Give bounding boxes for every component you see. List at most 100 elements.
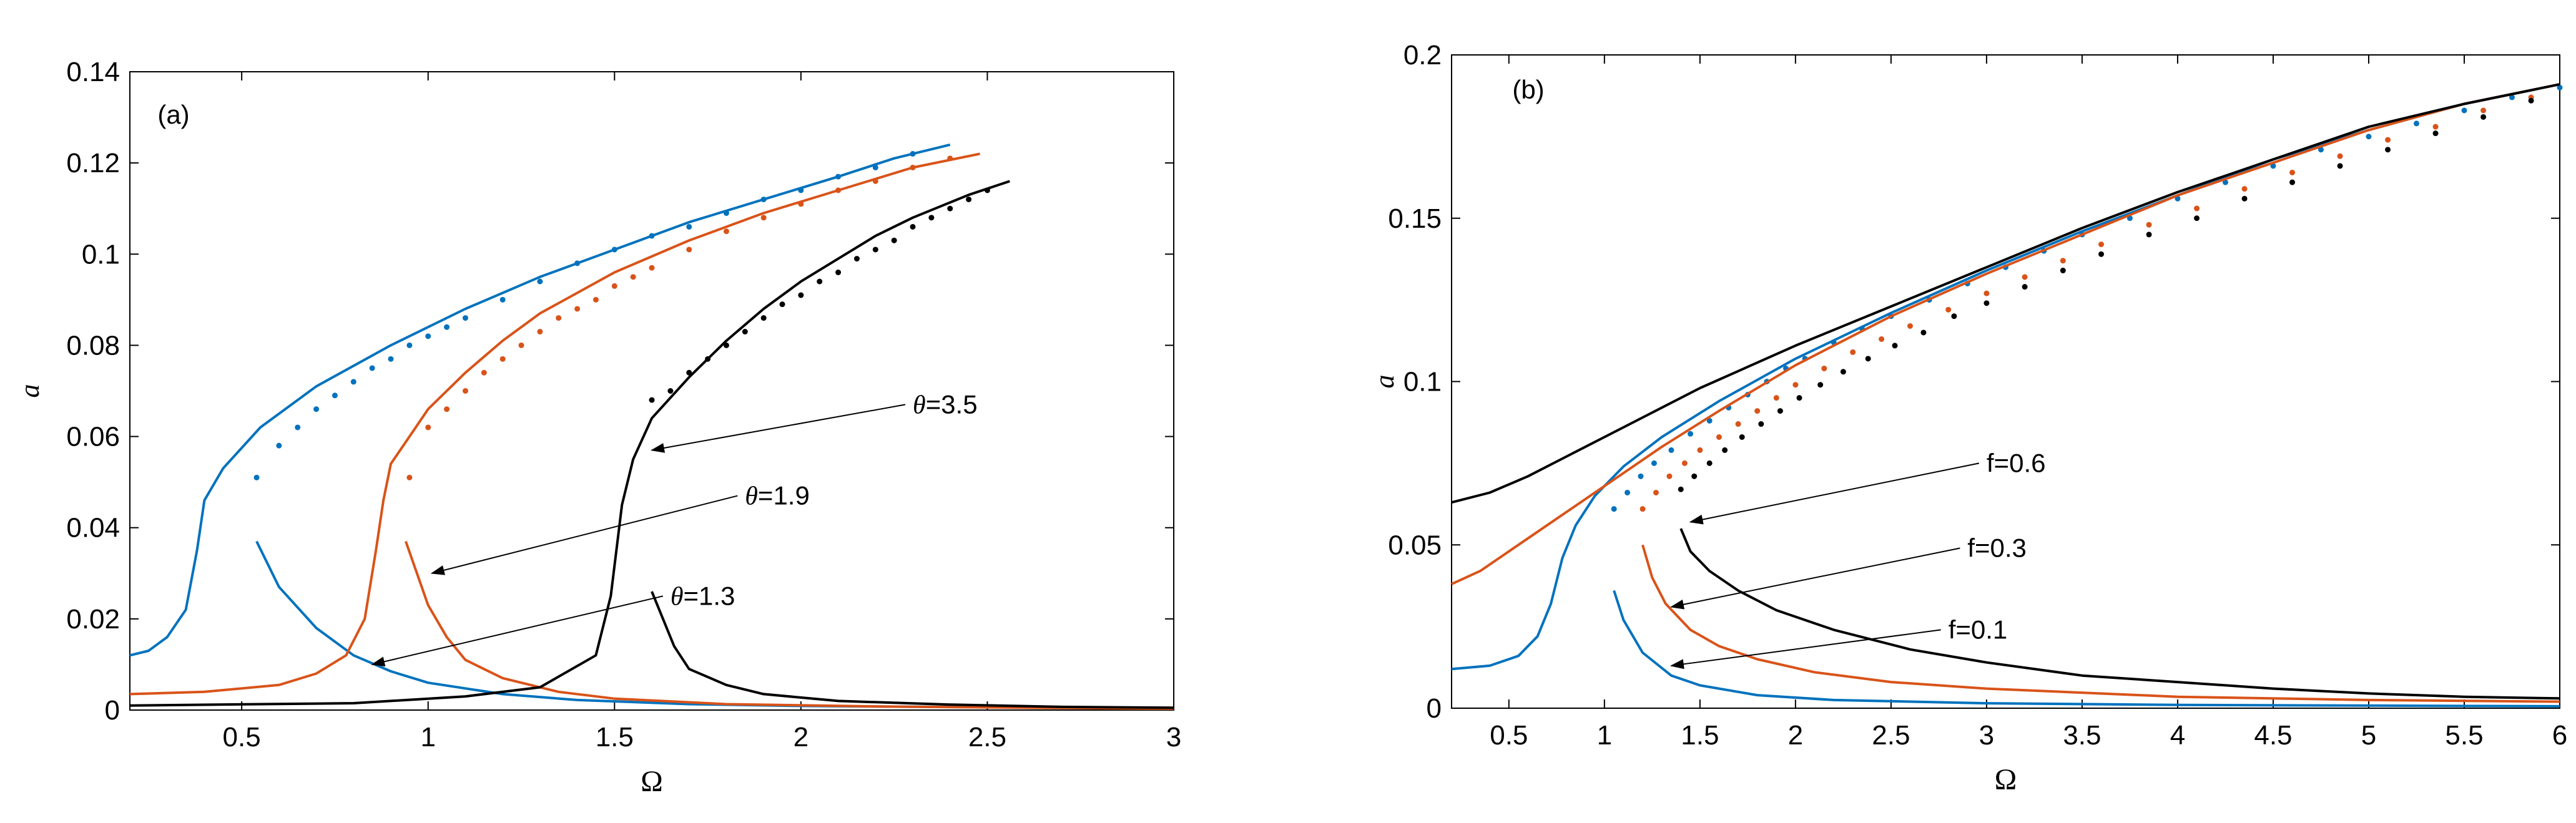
series-dot: [406, 474, 413, 480]
series-dot: [649, 265, 655, 271]
series-dot: [1865, 356, 1871, 362]
series-dot: [462, 315, 468, 321]
series-dot: [1651, 460, 1657, 466]
series-dot: [1951, 313, 1957, 319]
series-dot: [835, 173, 842, 180]
series-line-upper: [129, 143, 951, 657]
series-dot: [835, 270, 842, 276]
y-axis-label: a: [14, 384, 45, 398]
series-dot: [2060, 258, 2066, 264]
series-line-lower: [651, 591, 1174, 709]
series-dot: [2270, 163, 2276, 169]
series-dot: [574, 260, 581, 266]
x-tick-label: 6: [2552, 720, 2567, 751]
series-dot: [1840, 369, 1846, 375]
y-tick-label: 0.06: [66, 422, 120, 452]
series-dot: [2480, 114, 2487, 120]
series-dot: [1653, 489, 1659, 495]
series-dot: [966, 197, 972, 203]
x-tick-label: 4.5: [2254, 720, 2292, 751]
panel-tag: (b): [1512, 75, 1544, 104]
series-line-upper: [1451, 83, 2560, 504]
x-tick-label: 2.5: [968, 722, 1006, 752]
series-dot: [2241, 195, 2248, 202]
series-dot: [1611, 506, 1617, 512]
series-dot: [2557, 84, 2563, 90]
series-dot: [2337, 153, 2343, 159]
series-dot: [723, 228, 729, 235]
x-axis-label: Ω: [641, 765, 663, 798]
series-dot: [611, 283, 617, 289]
series-dot: [798, 292, 804, 298]
series-line-lower: [1679, 528, 2560, 700]
series-dot: [2528, 97, 2534, 104]
series-dot: [686, 369, 692, 376]
series-dot: [425, 424, 431, 431]
series-dot: [2022, 274, 2028, 280]
series-dot: [2146, 222, 2152, 228]
plot-frame: [1451, 54, 2560, 709]
series-dot: [499, 296, 506, 303]
series-dot: [1688, 431, 1694, 437]
series-dot: [2337, 163, 2343, 169]
series-dot: [1639, 506, 1646, 512]
series-dot: [630, 274, 636, 280]
series-line-upper: [1451, 83, 2560, 585]
y-tick-label: 0.08: [66, 330, 120, 361]
series-dot: [2509, 94, 2515, 100]
series-line-upper: [129, 152, 980, 696]
series-dot: [2318, 147, 2324, 153]
series-dot: [537, 329, 543, 335]
series-dot: [2432, 124, 2439, 130]
y-tick-label: 0.05: [1388, 530, 1442, 560]
series-dot: [2385, 147, 2391, 153]
y-tick-label: 0.2: [1404, 40, 1442, 71]
series-dot: [444, 406, 450, 412]
series-dot: [2461, 107, 2467, 114]
series-dot: [1697, 447, 1703, 453]
series-line-lower: [405, 540, 1174, 710]
series-dot: [947, 205, 953, 212]
annotation-label: θ=1.9: [745, 481, 810, 511]
y-tick-label: 0.1: [82, 239, 120, 270]
x-tick-label: 2.5: [1872, 720, 1910, 751]
series-dot: [2480, 107, 2487, 114]
series-dot: [1668, 447, 1674, 453]
series-dot: [1879, 336, 1885, 342]
series-dot: [760, 215, 767, 221]
series-dot: [481, 369, 487, 376]
series-dot: [2366, 134, 2372, 140]
series-dot: [1716, 434, 1722, 440]
series-line-lower: [1641, 544, 2560, 703]
series-dot: [947, 155, 953, 162]
series-dot: [910, 164, 916, 170]
series-dot: [313, 406, 320, 412]
series-dot: [556, 315, 562, 321]
series-dot: [1821, 366, 1827, 372]
series-dot: [1850, 349, 1856, 355]
y-tick-label: 0.14: [66, 57, 120, 87]
series-dot: [2432, 130, 2439, 137]
series-dot: [742, 329, 748, 335]
y-tick-label: 0.15: [1388, 203, 1442, 234]
y-axis-label: a: [1369, 375, 1400, 389]
y-tick-label: 0.12: [66, 148, 120, 178]
panel-tag: (a): [157, 100, 189, 129]
series-dot: [798, 187, 804, 193]
series-dot: [984, 187, 990, 193]
series-dot: [2289, 169, 2296, 175]
annotation-value: =1.9: [758, 481, 810, 510]
x-tick-label: 2: [794, 722, 809, 752]
series-dot: [2289, 179, 2296, 185]
x-tick-label: 1.5: [1681, 720, 1719, 751]
series-dot: [798, 201, 804, 207]
annotation-symbol: θ: [913, 391, 926, 419]
annotation-label: f=0.3: [1967, 533, 2027, 562]
series-dot: [1792, 382, 1799, 388]
x-tick-label: 1: [420, 722, 435, 752]
series-dot: [1722, 447, 1728, 453]
series-dot: [1625, 489, 1631, 495]
series-dot: [649, 233, 655, 239]
series-dot: [2385, 137, 2391, 143]
series-dot: [1892, 343, 1898, 349]
